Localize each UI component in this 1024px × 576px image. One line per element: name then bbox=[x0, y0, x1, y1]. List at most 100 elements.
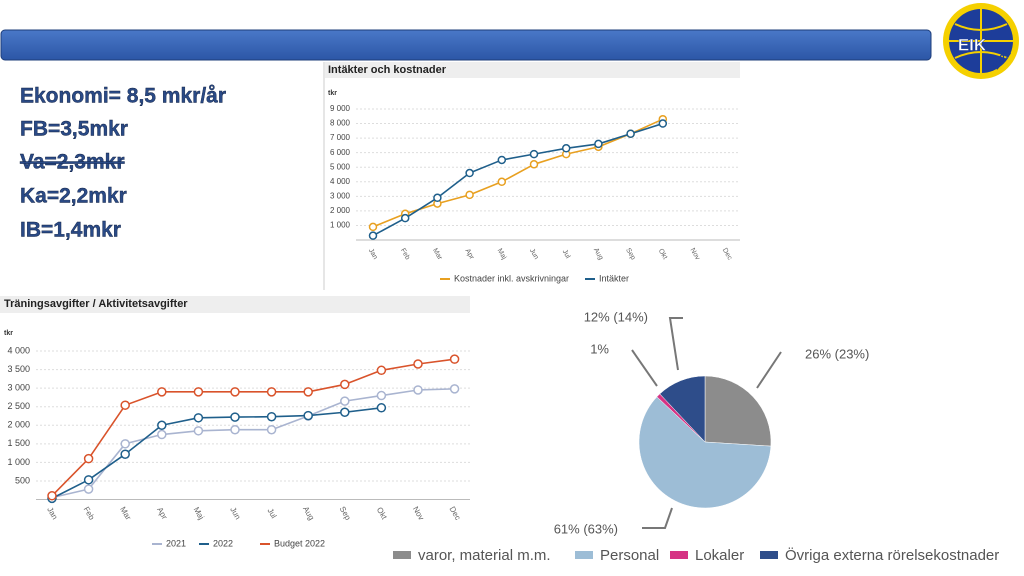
callout-line bbox=[756, 351, 782, 389]
data-point bbox=[340, 407, 350, 418]
y-tick-label: 4 000 bbox=[7, 345, 30, 355]
x-tick-label: Sep bbox=[624, 247, 636, 261]
y-tick-label: 2 500 bbox=[7, 401, 30, 411]
y-tick-label: 7 000 bbox=[330, 133, 351, 142]
data-point bbox=[340, 396, 350, 406]
callout-line bbox=[642, 507, 673, 529]
legend-label: Personal bbox=[600, 547, 659, 564]
y-tick-label: 4 000 bbox=[330, 177, 351, 186]
data-point bbox=[594, 139, 603, 149]
x-tick-label: Mar bbox=[431, 247, 443, 262]
data-point bbox=[230, 412, 240, 422]
x-tick-label: Aug bbox=[301, 505, 316, 522]
logo-name: EIK bbox=[958, 35, 987, 54]
x-tick-label: Okt bbox=[657, 248, 669, 261]
legend-label: Lokaler bbox=[695, 547, 744, 564]
chart-title-bar bbox=[0, 296, 470, 313]
data-point bbox=[157, 387, 167, 397]
data-point bbox=[376, 365, 387, 376]
x-tick-label: Feb bbox=[399, 247, 411, 261]
x-tick-label: Jul bbox=[561, 249, 572, 261]
data-point bbox=[449, 354, 460, 364]
header-bar bbox=[0, 29, 932, 61]
pie-slice bbox=[638, 396, 772, 509]
data-label: 12% (14%) bbox=[584, 309, 648, 324]
line-series bbox=[51, 388, 455, 499]
logo: EIK 1921 bbox=[943, 3, 1019, 79]
pie-slice bbox=[704, 375, 772, 447]
data-point bbox=[529, 160, 539, 169]
data-point bbox=[626, 129, 635, 138]
legend-label: Intäkter bbox=[599, 273, 629, 283]
summary-line: Ekonomi= 8,5 mkr/år bbox=[20, 85, 226, 108]
y-axis-label: tkr bbox=[328, 90, 337, 97]
x-tick-label: Maj bbox=[496, 248, 508, 262]
legend-label: varor, material m.m. bbox=[418, 547, 551, 564]
data-point bbox=[376, 403, 387, 413]
legend-label: Övriga externa rörelsekostnader bbox=[785, 546, 999, 564]
legend-swatch bbox=[575, 551, 593, 559]
data-point bbox=[120, 400, 130, 410]
summary-line: Ka=2,2mkr bbox=[20, 185, 127, 208]
data-label: 1% bbox=[590, 341, 609, 356]
y-tick-label: 6 000 bbox=[330, 148, 351, 157]
x-tick-label: Jun bbox=[528, 248, 540, 261]
data-point bbox=[465, 168, 474, 178]
data-point bbox=[376, 390, 387, 401]
chart-title: Träningsavgifter / Aktivitetsavgifter bbox=[4, 298, 188, 310]
data-point bbox=[193, 426, 204, 436]
x-tick-label: Apr bbox=[155, 506, 169, 522]
legend-label: 2022 bbox=[213, 538, 233, 548]
data-point bbox=[266, 411, 277, 422]
x-tick-label: Jun bbox=[228, 505, 242, 521]
y-tick-label: 1 000 bbox=[330, 221, 351, 230]
x-tick-label: Okt bbox=[375, 506, 389, 522]
data-point bbox=[433, 193, 442, 203]
data-point bbox=[400, 213, 410, 223]
x-tick-label: Jul bbox=[265, 507, 278, 521]
x-tick-label: Maj bbox=[192, 505, 206, 521]
data-point bbox=[230, 387, 240, 397]
data-point bbox=[157, 429, 167, 440]
y-axis-label: tkr bbox=[4, 330, 13, 337]
pie-slice bbox=[659, 375, 706, 443]
legend-swatch bbox=[670, 551, 688, 559]
legend-swatch bbox=[393, 551, 411, 559]
y-tick-label: 1 000 bbox=[7, 457, 30, 467]
y-tick-label: 8 000 bbox=[330, 119, 351, 128]
y-tick-label: 2 000 bbox=[7, 420, 30, 430]
y-tick-label: 5 000 bbox=[330, 162, 351, 171]
data-point bbox=[413, 359, 423, 369]
data-point bbox=[120, 449, 130, 459]
y-tick-label: 500 bbox=[15, 475, 30, 485]
summary-line: FB=3,5mkr bbox=[20, 118, 128, 141]
x-tick-label: Feb bbox=[82, 505, 97, 522]
x-tick-label: Sep bbox=[338, 505, 353, 522]
data-point bbox=[368, 222, 378, 232]
data-point bbox=[497, 155, 507, 165]
y-tick-label: 1 500 bbox=[7, 438, 30, 448]
data-point bbox=[83, 453, 94, 464]
y-tick-label: 3 500 bbox=[7, 364, 30, 374]
legend-label: Kostnader inkl. avskrivningar bbox=[454, 273, 569, 283]
data-point bbox=[193, 413, 204, 423]
data-point bbox=[266, 424, 277, 435]
data-point bbox=[47, 491, 57, 501]
data-point bbox=[368, 231, 378, 240]
data-point bbox=[658, 119, 668, 128]
x-tick-label: Dec bbox=[721, 247, 734, 262]
data-point bbox=[230, 424, 240, 435]
x-tick-label: Apr bbox=[464, 248, 476, 262]
data-point bbox=[529, 149, 539, 159]
data-point bbox=[120, 439, 130, 449]
x-tick-label: Nov bbox=[411, 505, 426, 522]
legend-swatch bbox=[760, 551, 778, 559]
legend-label: Budget 2022 bbox=[274, 538, 325, 548]
line-series bbox=[51, 358, 455, 497]
x-tick-label: Mar bbox=[118, 505, 133, 522]
data-point bbox=[303, 410, 313, 421]
data-point bbox=[266, 387, 277, 397]
data-point bbox=[340, 379, 350, 390]
chart-title: Intäkter och kostnader bbox=[328, 64, 447, 76]
data-point bbox=[497, 177, 507, 187]
